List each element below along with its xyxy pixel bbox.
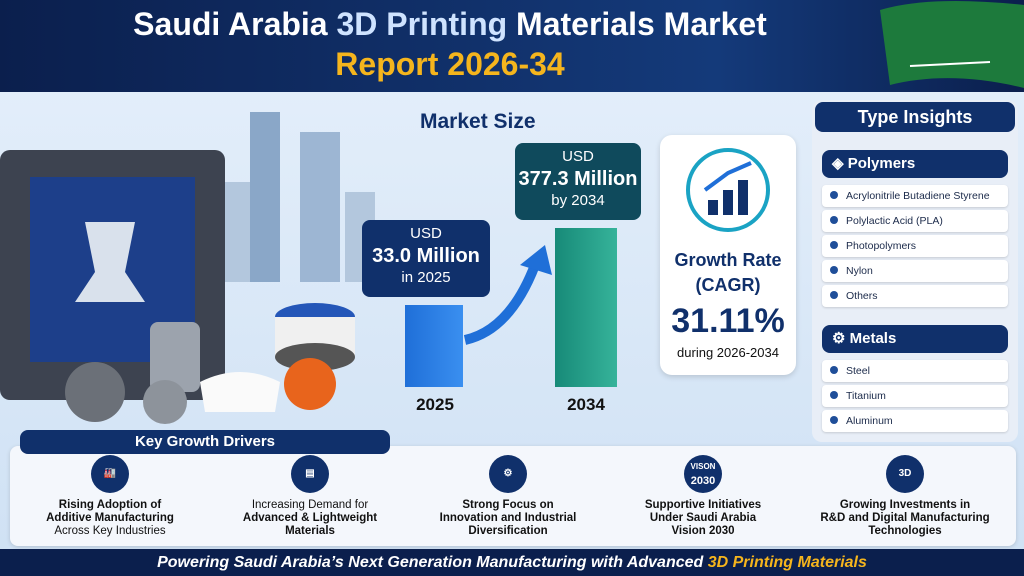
callout: USD 377.3 Million by 2034	[515, 143, 641, 220]
growth-value: 31.11%	[671, 302, 785, 340]
group-name: Polymers	[847, 155, 916, 172]
arrow	[463, 245, 552, 345]
type-item: Steel	[822, 360, 1008, 382]
driver-line: Technologies	[868, 525, 942, 537]
driver-line: Rising Adoption of	[58, 499, 162, 511]
driver-line: Increasing Demand for	[251, 499, 369, 511]
group-name: Metals	[849, 330, 897, 347]
driver-icon: ⚙	[489, 455, 527, 493]
flag	[880, 1, 1024, 88]
driver-line: Advanced & Lightweight	[242, 512, 378, 524]
item-text: Aluminum	[846, 415, 893, 427]
driver-line: Growing Investments in	[839, 499, 971, 511]
year-label: 2025	[416, 395, 454, 414]
growth-label: (CAGR)	[695, 275, 761, 295]
period: in 2025	[401, 269, 451, 286]
type-item: Acrylonitrile Butadiene Styrene (ABS)	[822, 185, 1008, 224]
driver-icon: 🏭	[91, 455, 129, 493]
value: 33.0 Million	[372, 245, 480, 267]
driver-line: Under Saudi Arabia	[649, 512, 757, 524]
title-part: 3D Printing	[336, 6, 508, 42]
type-item: Polylactic Acid (PLA)	[822, 210, 1008, 232]
footer-text: 3D Printing Materials	[707, 554, 867, 571]
section-title: Market Size	[420, 110, 536, 133]
type-item: Titanium	[822, 385, 1008, 407]
growth-period: during 2026-2034	[677, 345, 779, 360]
driver: ▤ Increasing Demand for Advanced & Lightw…	[212, 455, 408, 543]
callout: USD 33.0 Million in 2025	[362, 220, 490, 297]
type-item: Aluminum	[822, 410, 1008, 432]
driver-line: Strong Focus on	[462, 499, 554, 511]
value: 377.3 Million	[518, 168, 638, 190]
driver-line: Additive Manufacturing	[46, 512, 174, 524]
period: by 2034	[551, 192, 605, 209]
item-text: Nylon	[846, 265, 873, 277]
footer: Powering Saudi Arabia’s Next Generation …	[0, 549, 1024, 576]
driver-line: Diversification	[468, 525, 548, 537]
type-item: Nylon	[822, 260, 1008, 282]
driver-line: Supportive Initiatives	[644, 499, 762, 511]
type-item: Others	[822, 285, 1008, 307]
currency: USD	[562, 148, 594, 165]
icon-text: VISON	[690, 462, 716, 471]
bar-illustration	[555, 228, 617, 387]
icon-text: 2030	[690, 475, 716, 487]
title-part: Saudi Arabia	[133, 6, 328, 42]
header	[0, 0, 1024, 92]
year-label: 2034	[567, 395, 605, 414]
driver-line: Vision 2030	[671, 525, 735, 537]
driver-line: Innovation and Industrial	[439, 512, 577, 524]
driver-icon: 3D	[886, 455, 924, 493]
driver: ⚙ Strong Focus on Innovation and Industri…	[410, 455, 606, 543]
subtitle: Report 2026-34	[335, 46, 565, 82]
group-heading: ◈ Polymers	[822, 150, 1008, 178]
illustration	[0, 112, 375, 424]
group-heading: ⚙ Metals	[822, 325, 1008, 353]
driver-line: R&D and Digital Manufacturing	[820, 512, 990, 524]
drivers-title: Key Growth Drivers	[20, 430, 390, 454]
item-text: Polylactic Acid (PLA)	[846, 215, 943, 227]
bar-illustration	[405, 305, 463, 387]
title: Saudi Arabia 3D Printing Materials Marke…	[40, 6, 860, 43]
growth-label: Growth Rate	[674, 250, 782, 270]
driver: 🏭 Rising Adoption of Additive Manufacturi…	[12, 455, 208, 543]
item-text: Others	[846, 290, 878, 302]
driver: VISON 2030 Supportive Initiatives Under Sa…	[605, 455, 801, 543]
growth-card: Growth Rate (CAGR) 31.11% during 2026-20…	[660, 135, 796, 375]
driver: 3D Growing Investments in R&D and Digital…	[800, 455, 1010, 543]
title-part: Materials Market	[516, 6, 767, 42]
driver-icon: ▤	[291, 455, 329, 493]
item-text: Titanium	[846, 390, 886, 402]
driver-line: Across Key Industries	[54, 525, 166, 537]
currency: USD	[410, 225, 442, 242]
item-text: Steel	[846, 365, 870, 377]
item-text: Photopolymers	[846, 240, 917, 252]
driver-icon: VISON 2030	[684, 455, 722, 493]
growth-icon	[686, 148, 770, 232]
footer-text: Powering Saudi Arabia’s Next Generation …	[157, 554, 704, 571]
driver-line: Materials	[285, 525, 335, 537]
panel-title: Type Insights	[815, 102, 1015, 132]
type-item: Photopolymers	[822, 235, 1008, 257]
